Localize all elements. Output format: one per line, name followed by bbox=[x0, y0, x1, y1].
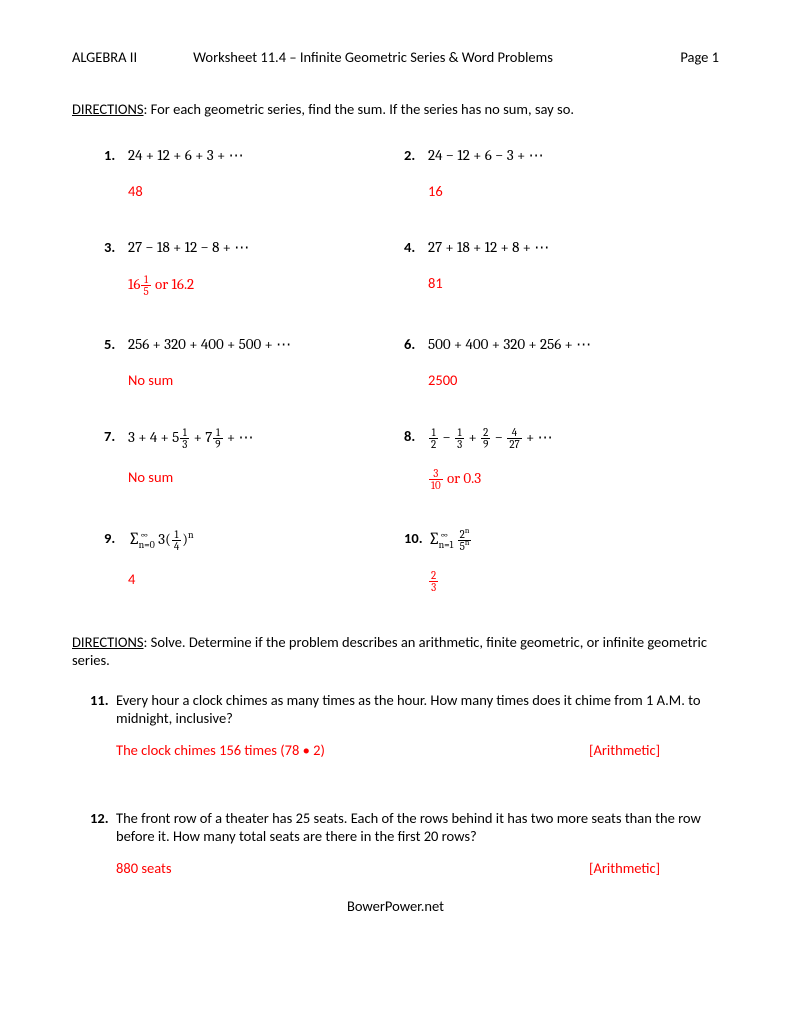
problem-row: 7. 3 + 4 + 513 + 719 + ⋯ No sum 8. 12 − … bbox=[72, 427, 719, 521]
problem-11: 11. Every hour a clock chimes as many ti… bbox=[72, 691, 719, 727]
frac-den: 9 bbox=[481, 439, 490, 450]
problem-number: 12. bbox=[90, 809, 116, 845]
problem-number: 8. bbox=[404, 427, 428, 445]
frac-den: 2 bbox=[429, 439, 438, 450]
problem-9: 9. ∑∞n=0 3(14)n bbox=[104, 529, 404, 552]
problem-number: 4. bbox=[404, 238, 428, 256]
page-footer: BowerPower.net bbox=[72, 897, 719, 915]
problem-answer: No sum bbox=[104, 371, 404, 389]
directions-label: DIRECTIONS bbox=[72, 100, 144, 118]
problem-answer: 81 bbox=[404, 274, 719, 292]
worksheet-title: Worksheet 11.4 – Infinite Geometric Seri… bbox=[137, 48, 680, 66]
problem-answer: No sum bbox=[104, 468, 404, 486]
problem-series: 500 + 400 + 320 + 256 + ⋯ bbox=[428, 335, 591, 353]
frac-den: 4 bbox=[172, 541, 181, 552]
problem-answer: 16 bbox=[404, 182, 719, 200]
problem-row: 9. ∑∞n=0 3(14)n 4 10. ∑∞n=1 2n5n 23 bbox=[72, 529, 719, 623]
problem-4: 4. 27 + 18 + 12 + 8 + ⋯ bbox=[404, 238, 719, 256]
problem-answer: 4 bbox=[104, 570, 404, 588]
problem-series: 24 + 12 + 6 + 3 + ⋯ bbox=[128, 146, 244, 164]
course-label: ALGEBRA II bbox=[72, 48, 137, 66]
series-part: + ⋯ bbox=[224, 428, 254, 446]
answer-prefix: 16 bbox=[128, 275, 140, 293]
directions-label: DIRECTIONS bbox=[72, 633, 144, 651]
directions-1: DIRECTIONS: For each geometric series, f… bbox=[72, 100, 719, 118]
problem-answer: The clock chimes 156 times (78 • 2) bbox=[116, 741, 589, 759]
worksheet-page: ALGEBRA II Worksheet 11.4 – Infinite Geo… bbox=[0, 0, 791, 1024]
problem-series: 27 + 18 + 12 + 8 + ⋯ bbox=[428, 238, 549, 256]
answer-row: 880 seats [Arithmetic] bbox=[72, 859, 719, 877]
problem-series: 3 + 4 + 513 + 719 + ⋯ bbox=[128, 427, 253, 450]
problem-answer: 310 or 0.3 bbox=[404, 468, 719, 491]
problem-answer: 2500 bbox=[404, 371, 719, 389]
sigma-lower: n=1 bbox=[439, 539, 454, 551]
problem-6: 6. 500 + 400 + 320 + 256 + ⋯ bbox=[404, 335, 719, 353]
problem-series: 256 + 320 + 400 + 500 + ⋯ bbox=[128, 335, 291, 353]
answer-row: The clock chimes 156 times (78 • 2) [Ari… bbox=[72, 741, 719, 759]
problem-5: 5. 256 + 320 + 400 + 500 + ⋯ bbox=[104, 335, 404, 353]
problem-text: Every hour a clock chimes as many times … bbox=[116, 691, 719, 727]
problem-answer: 23 bbox=[404, 570, 719, 593]
answer-suffix: or 0.3 bbox=[444, 469, 482, 487]
problem-answer: 1615 or 16.2 bbox=[104, 274, 404, 297]
problem-number: 11. bbox=[90, 691, 116, 727]
frac-den: 3 bbox=[455, 439, 464, 450]
frac-den: 3 bbox=[180, 439, 189, 450]
frac-den: 27 bbox=[507, 439, 521, 450]
exponent: n bbox=[188, 529, 194, 541]
problem-series: 12 − 13 + 29 − 427 + ⋯ bbox=[428, 427, 553, 450]
operator: − bbox=[491, 428, 506, 446]
problem-7: 7. 3 + 4 + 513 + 719 + ⋯ bbox=[104, 427, 404, 450]
problem-answer: 880 seats bbox=[116, 859, 589, 877]
operator: + ⋯ bbox=[523, 428, 553, 446]
frac-den: 5 bbox=[141, 286, 150, 297]
problem-1: 1. 24 + 12 + 6 + 3 + ⋯ bbox=[104, 146, 404, 164]
problem-series: 27 − 18 + 12 − 8 + ⋯ bbox=[128, 238, 249, 256]
series-part: 3 + 4 + 5 bbox=[128, 428, 179, 446]
problem-number: 2. bbox=[404, 146, 428, 164]
problem-row: 1. 24 + 12 + 6 + 3 + ⋯ 48 2. 24 − 12 + 6… bbox=[72, 146, 719, 230]
problem-number: 7. bbox=[104, 427, 128, 445]
coef: 3( bbox=[155, 530, 171, 548]
problem-row: 5. 256 + 320 + 400 + 500 + ⋯ No sum 6. 5… bbox=[72, 335, 719, 419]
problem-series: ∑∞n=1 2n5n bbox=[428, 529, 472, 552]
operator: − bbox=[439, 428, 454, 446]
series-type: [Arithmetic] bbox=[589, 741, 719, 759]
frac-den: 5n bbox=[458, 541, 472, 552]
frac-den: 9 bbox=[213, 439, 222, 450]
series-part: + 7 bbox=[190, 428, 212, 446]
problem-12: 12. The front row of a theater has 25 se… bbox=[72, 809, 719, 845]
problem-8: 8. 12 − 13 + 29 − 427 + ⋯ bbox=[404, 427, 719, 450]
problem-3: 3. 27 − 18 + 12 − 8 + ⋯ bbox=[104, 238, 404, 256]
problem-number: 6. bbox=[404, 335, 428, 353]
directions-text: : For each geometric series, find the su… bbox=[144, 100, 575, 118]
page-number: Page 1 bbox=[680, 48, 719, 66]
sigma-lower: n=0 bbox=[139, 539, 155, 551]
operator: + bbox=[465, 428, 480, 446]
directions-text: : Solve. Determine if the problem descri… bbox=[72, 633, 707, 669]
problem-number: 10. bbox=[404, 529, 428, 547]
problem-number: 3. bbox=[104, 238, 128, 256]
problem-number: 1. bbox=[104, 146, 128, 164]
problem-series: 24 − 12 + 6 − 3 + ⋯ bbox=[428, 146, 544, 164]
problem-series: ∑∞n=0 3(14)n bbox=[128, 529, 194, 552]
problem-number: 9. bbox=[104, 529, 128, 547]
page-header: ALGEBRA II Worksheet 11.4 – Infinite Geo… bbox=[72, 48, 719, 66]
frac-den: 3 bbox=[429, 582, 438, 593]
problem-text: The front row of a theater has 25 seats.… bbox=[116, 809, 719, 845]
directions-2: DIRECTIONS: Solve. Determine if the prob… bbox=[72, 633, 719, 669]
problem-row: 3. 27 − 18 + 12 − 8 + ⋯ 1615 or 16.2 4. … bbox=[72, 238, 719, 327]
problem-2: 2. 24 − 12 + 6 − 3 + ⋯ bbox=[404, 146, 719, 164]
problem-number: 5. bbox=[104, 335, 128, 353]
frac-den: 10 bbox=[429, 480, 443, 491]
problem-answer: 48 bbox=[104, 182, 404, 200]
answer-suffix: or 16.2 bbox=[152, 275, 194, 293]
problem-10: 10. ∑∞n=1 2n5n bbox=[404, 529, 719, 552]
series-type: [Arithmetic] bbox=[589, 859, 719, 877]
